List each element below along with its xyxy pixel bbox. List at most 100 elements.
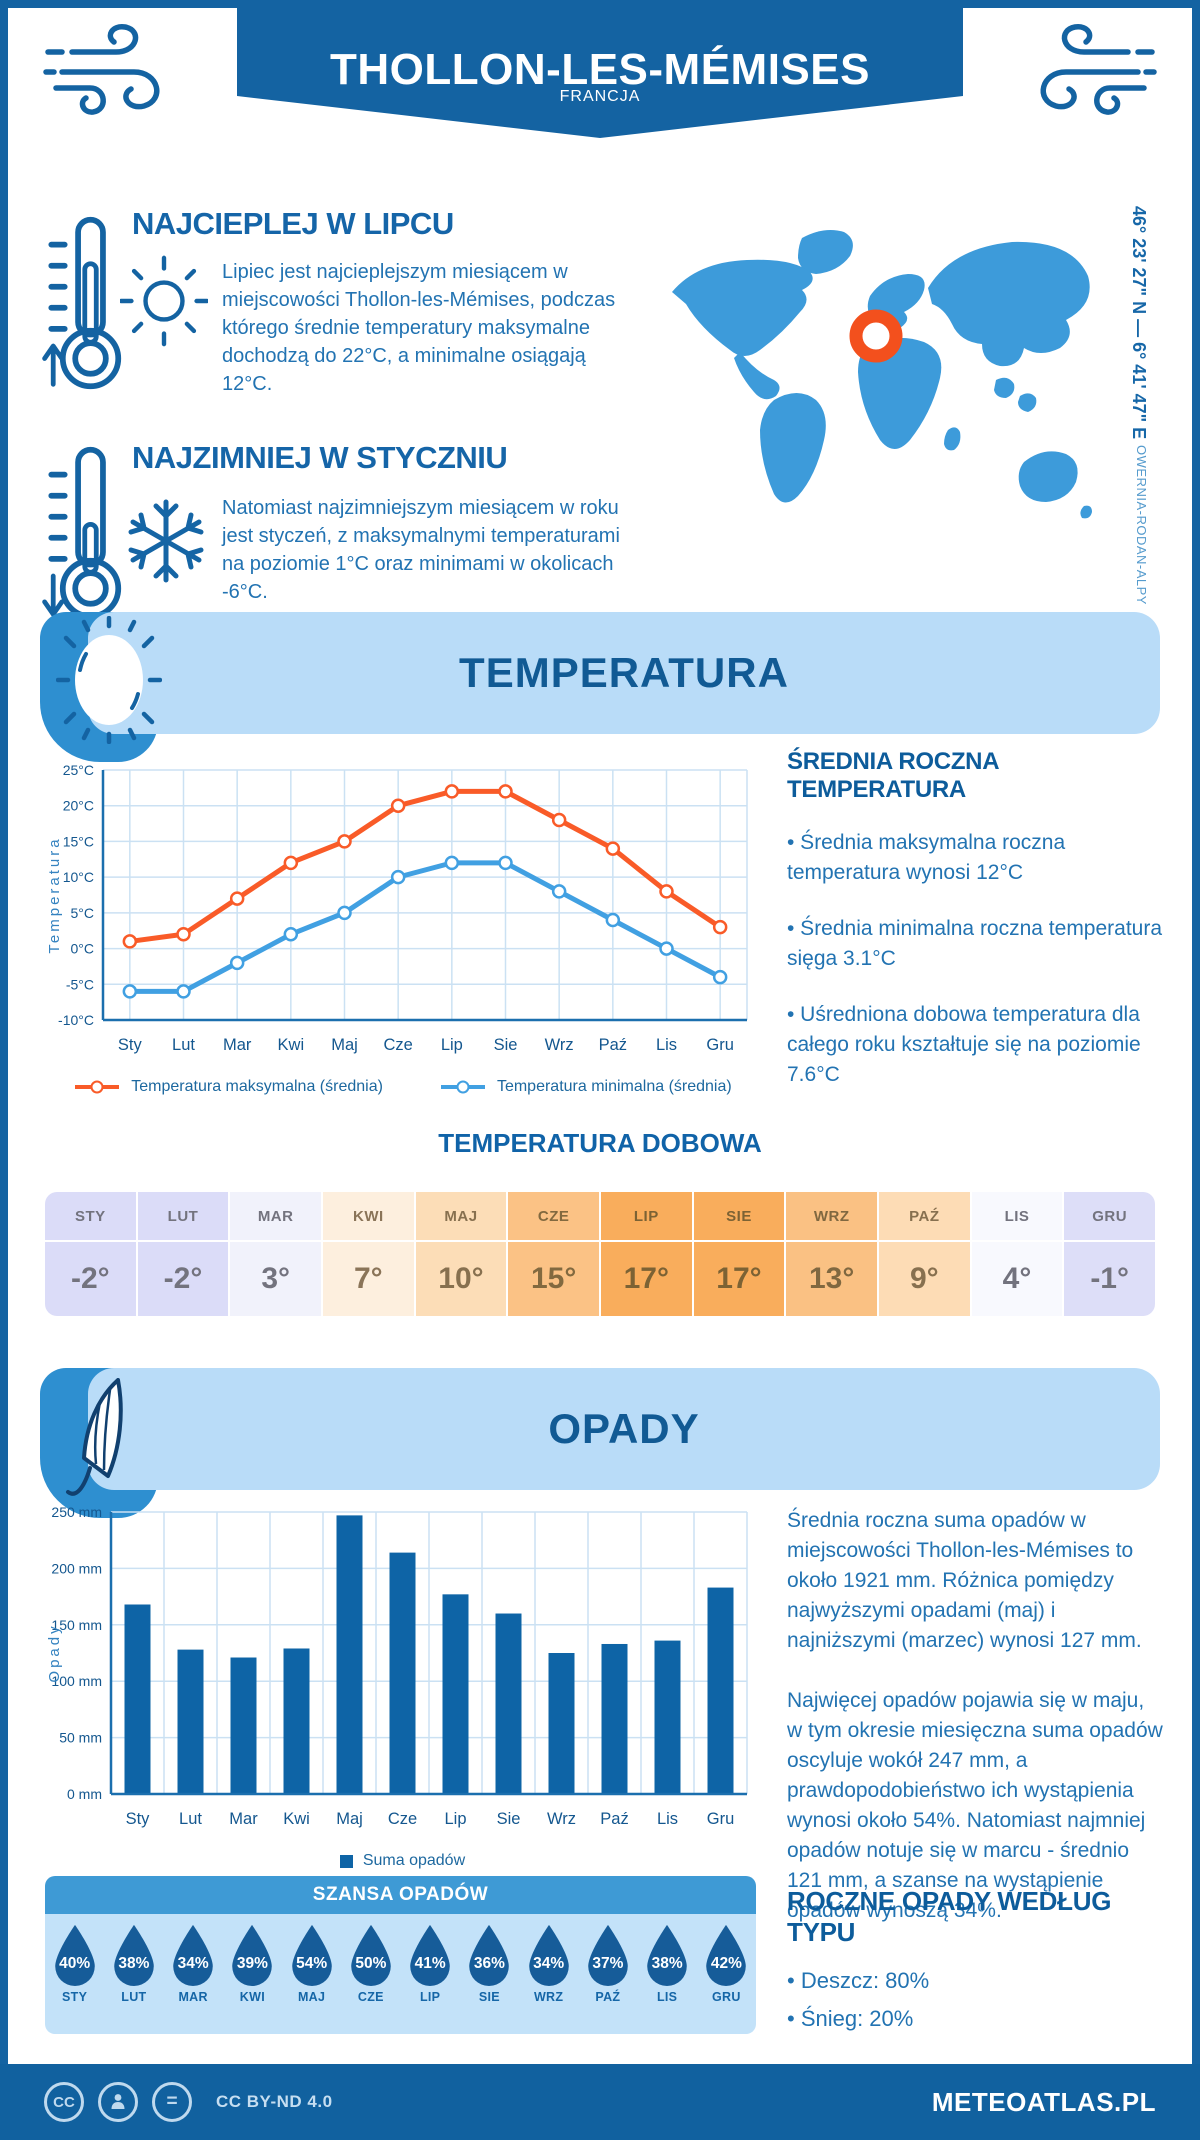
banner-chevron (237, 96, 963, 138)
svg-text:Mar: Mar (223, 1036, 252, 1054)
svg-text:Maj: Maj (331, 1036, 358, 1054)
chance-month: KWI (239, 1990, 265, 2004)
chance-item: 34% WRZ (519, 1923, 578, 2034)
svg-text:Lis: Lis (656, 1036, 677, 1054)
coordinates-label: 46° 23' 27" N — 6° 41' 47" E (1129, 206, 1149, 440)
svg-text:Mar: Mar (229, 1810, 258, 1828)
table-value-cell: 17° (693, 1242, 785, 1316)
page-subtitle: FRANCJA (559, 88, 641, 105)
legend-line-marker-icon (440, 1080, 485, 1094)
table-value-cell: -1° (1064, 1242, 1155, 1316)
raindrop-icon: 41% (405, 1923, 455, 1987)
raindrop-icon: 40% (50, 1923, 100, 1987)
chance-month: WRZ (533, 1990, 564, 2004)
sun-icon (120, 255, 208, 347)
table-value-cell: 9° (878, 1242, 970, 1316)
table-value-cell: 4° (971, 1242, 1063, 1316)
svg-text:Sty: Sty (118, 1036, 143, 1054)
chance-panel: SZANSA OPADÓW 40% STY 38% LUT 34% MAR 39% KWI 54… (45, 1876, 756, 2034)
temperature-chart-legend: Temperatura maksymalna (średnia) Temperat… (45, 1078, 760, 1096)
legend-square-icon (339, 1854, 353, 1868)
raindrop-icon: 37% (583, 1923, 633, 1987)
chance-month: LIS (656, 1990, 678, 2004)
raindrop-icon: 38% (109, 1923, 159, 1987)
rain-type-bullet: • Śnieg: 20% (787, 2006, 914, 2031)
temperature-banner: TEMPERATURA (88, 612, 1160, 734)
table-value-cell: 13° (786, 1242, 877, 1316)
raindrop-icon: 34% (524, 1923, 574, 1987)
table-month-cell: MAJ (415, 1192, 507, 1240)
warmest-text: Lipiec jest najcieplejszym miesiącem w m… (222, 261, 616, 395)
svg-text:50 mm: 50 mm (59, 1730, 102, 1746)
svg-text:25°C: 25°C (63, 762, 94, 778)
world-map (672, 230, 1092, 519)
svg-text:100 mm: 100 mm (51, 1673, 102, 1689)
chance-value: 38% (651, 1955, 683, 1972)
precipitation-chart-legend: Suma opadów (45, 1852, 760, 1870)
table-value-cell: 3° (230, 1242, 321, 1316)
svg-text:15°C: 15°C (63, 833, 94, 849)
thermometer-up-icon (42, 216, 122, 390)
annual-temp-bullet: • Średnia maksymalna roczna temperatura … (787, 831, 1066, 884)
table-month-cell: LUT (137, 1192, 229, 1240)
table-month-cell: MAR (230, 1192, 321, 1240)
chance-month: MAJ (297, 1990, 326, 2004)
chance-item: 54% MAJ (282, 1923, 341, 2034)
precipitation-paragraph: Średnia roczna suma opadów w miejscowośc… (787, 1509, 1142, 1652)
attribution-person-icon (98, 2082, 138, 2122)
svg-text:Sie: Sie (497, 1810, 521, 1828)
license-label: CC BY-ND 4.0 (216, 2092, 333, 2111)
chance-value: 34% (177, 1955, 209, 1972)
svg-text:0°C: 0°C (71, 941, 95, 957)
page-border-left (0, 0, 8, 2140)
svg-text:200 mm: 200 mm (51, 1560, 102, 1576)
table-value-cell: 15° (508, 1242, 599, 1316)
chance-body: 40% STY 38% LUT 34% MAR 39% KWI 54% MAJ 50% CZE 41% L… (45, 1914, 756, 2034)
chance-value: 50% (355, 1955, 387, 1972)
precipitation-banner: OPADY (88, 1368, 1160, 1490)
thermometer-down-icon (42, 446, 122, 620)
svg-text:Cze: Cze (388, 1810, 417, 1828)
table-value-cell: -2° (137, 1242, 229, 1316)
page-border-right (1192, 0, 1200, 2140)
rain-type-bullet: • Deszcz: 80% (787, 1968, 930, 1993)
svg-text:Lut: Lut (172, 1036, 195, 1054)
chance-item: 41% LIP (401, 1923, 460, 2034)
cc-icon: CC (44, 2082, 84, 2122)
svg-text:10°C: 10°C (63, 869, 94, 885)
chance-month: LIP (419, 1990, 441, 2004)
chance-item: 36% SIE (460, 1923, 519, 2034)
location-marker (849, 309, 903, 363)
svg-text:Sty: Sty (126, 1810, 151, 1828)
chance-item: 40% STY (45, 1923, 104, 2034)
chance-value: 41% (414, 1955, 446, 1972)
site-label: METEOATLAS.PL (931, 2086, 1156, 2117)
temperature-chart: -10°C -5°C 0°C 5°C 10°C 15°C 20°C 25°C Sty Lut Mar… (46, 762, 748, 1054)
precipitation-paragraph: Najwięcej opadów pojawia się w maju, w t… (787, 1689, 1163, 1922)
svg-text:Opady: Opady (46, 1623, 63, 1682)
wind-icon (43, 24, 160, 115)
region-label: OWERNIA-RODAN-ALPY (1134, 445, 1149, 606)
table-month-cell: PAŹ (878, 1192, 970, 1240)
temperature-title: TEMPERATURA (459, 649, 789, 696)
chance-heading: SZANSA OPADÓW (45, 1876, 756, 1914)
table-value-cell: 7° (322, 1242, 414, 1316)
chance-value: 54% (296, 1955, 328, 1972)
chance-item: 42% GRU (697, 1923, 756, 2034)
chance-month: GRU (712, 1990, 741, 2004)
coordinates-block: 46° 23' 27" N — 6° 41' 47" E OWERNIA-ROD… (1128, 206, 1149, 626)
svg-text:Kwi: Kwi (283, 1810, 310, 1828)
chance-item: 38% LIS (638, 1923, 697, 2034)
svg-text:250 mm: 250 mm (51, 1504, 102, 1520)
svg-text:Temperatura: Temperatura (46, 836, 63, 953)
svg-text:Wrz: Wrz (547, 1810, 576, 1828)
sun-circle-icon (56, 616, 162, 744)
chance-value: 39% (236, 1955, 268, 1972)
precipitation-title: OPADY (548, 1405, 700, 1452)
chance-value: 42% (710, 1955, 742, 1972)
umbrella-icon (66, 1378, 123, 1496)
svg-text:Lip: Lip (444, 1810, 466, 1828)
chance-value: 38% (118, 1955, 150, 1972)
daily-temp-table: STY LUT MAR KWI MAJ CZE LIP SIE WRZ PAŹ LIS GRU -2° -… (45, 1192, 1155, 1316)
